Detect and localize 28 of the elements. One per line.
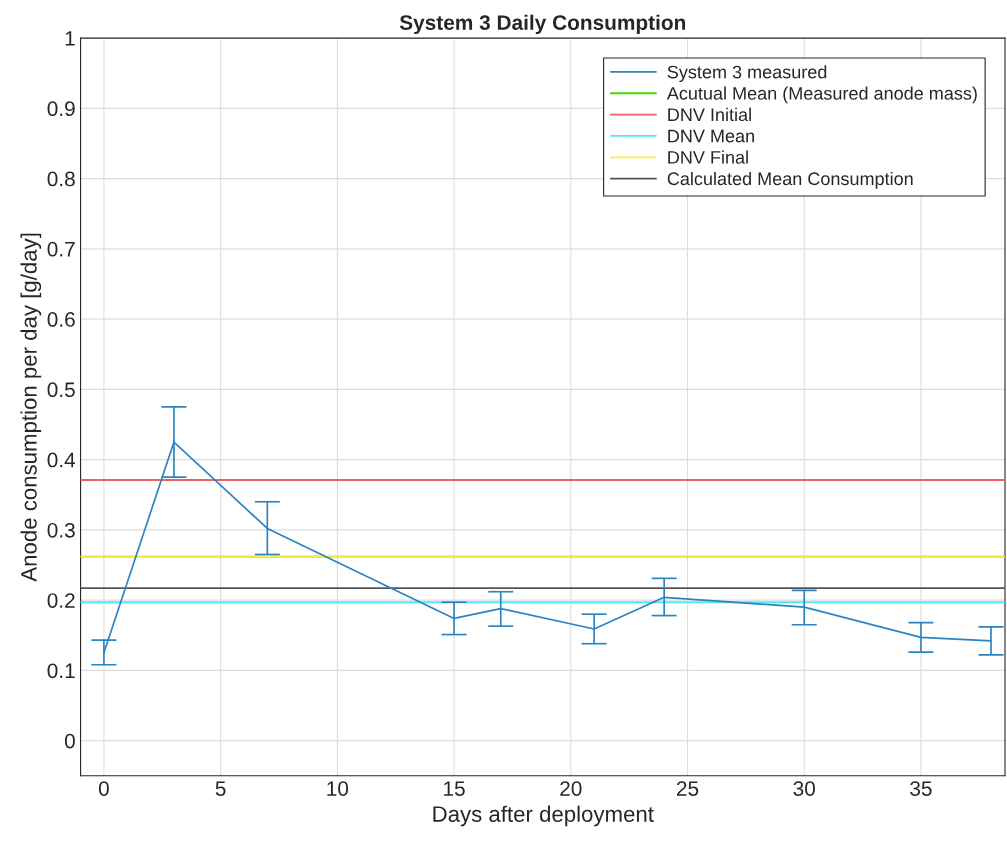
y-tick-label: 0.1 — [47, 663, 75, 679]
legend-label: System 3 measured — [667, 65, 827, 82]
legend-label: Acutual Mean (Measured anode mass) — [666, 86, 977, 104]
y-tick-label: 0.4 — [47, 452, 76, 468]
y-tick-label: 0.3 — [47, 522, 75, 538]
x-tick-label: 25 — [676, 781, 699, 796]
legend-label: DNV Initial — [668, 107, 751, 122]
legend-label: DNV Final — [668, 150, 748, 164]
y-tick-label: 0.2 — [47, 593, 75, 608]
x-tick-label: 5 — [215, 781, 226, 796]
y-tick-label: 0.5 — [47, 382, 75, 398]
x-tick-label: 0 — [98, 781, 109, 796]
x-tick-label: 35 — [910, 781, 932, 796]
x-axis-title: Days after deployment — [433, 805, 654, 827]
x-tick-label: 10 — [327, 781, 349, 796]
y-tick-label: 0.8 — [47, 171, 75, 187]
y-tick-label: 0 — [64, 733, 75, 749]
x-tick-label: 30 — [793, 781, 815, 796]
x-tick-label: 15 — [444, 781, 465, 796]
y-tick-label: 0.7 — [47, 241, 75, 257]
y-tick-label: 0.9 — [47, 101, 75, 117]
legend-label: Calculated Mean Consumption — [667, 171, 913, 189]
y-tick-label: 1 — [65, 31, 75, 46]
y-axis-title: Anode consumption per day [g/day] — [20, 233, 42, 582]
legend-label: DNV Mean — [668, 129, 754, 143]
chart-title: System 3 Daily Consumption — [399, 14, 686, 35]
x-tick-label: 20 — [560, 781, 582, 796]
y-tick-label: 0.6 — [47, 312, 75, 327]
